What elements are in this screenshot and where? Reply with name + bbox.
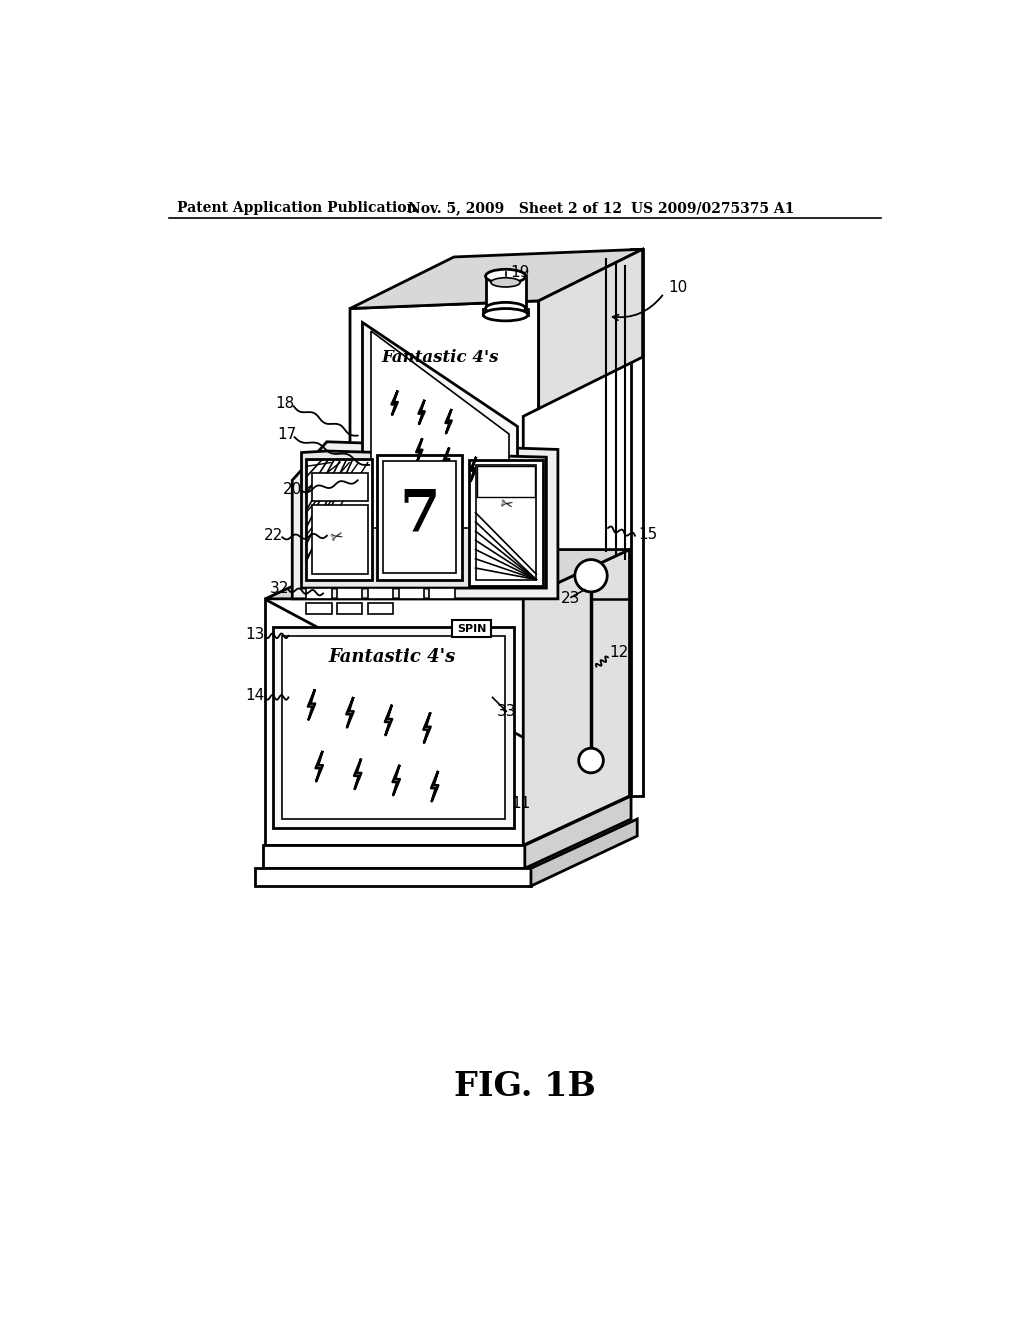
- Polygon shape: [419, 401, 425, 424]
- Polygon shape: [337, 603, 362, 614]
- Polygon shape: [311, 473, 368, 502]
- FancyArrowPatch shape: [612, 296, 663, 321]
- Text: SPIN: SPIN: [457, 624, 486, 634]
- Polygon shape: [354, 760, 361, 789]
- Polygon shape: [443, 449, 450, 471]
- Text: 17: 17: [278, 426, 297, 442]
- Polygon shape: [431, 772, 438, 801]
- Polygon shape: [337, 589, 362, 599]
- Polygon shape: [283, 636, 505, 818]
- Polygon shape: [301, 451, 547, 589]
- Text: 12: 12: [609, 645, 629, 660]
- Polygon shape: [383, 461, 456, 573]
- Circle shape: [579, 748, 603, 774]
- Polygon shape: [429, 589, 455, 599]
- Polygon shape: [265, 599, 523, 845]
- Ellipse shape: [485, 269, 525, 284]
- Polygon shape: [398, 589, 424, 599]
- Polygon shape: [350, 301, 539, 552]
- Polygon shape: [315, 752, 323, 781]
- Text: 10: 10: [668, 280, 687, 296]
- Text: US 2009/0275375 A1: US 2009/0275375 A1: [631, 202, 795, 215]
- Text: 23: 23: [561, 591, 581, 606]
- Text: Fantastic 4's: Fantastic 4's: [381, 348, 499, 366]
- Text: 15: 15: [639, 527, 658, 541]
- Polygon shape: [523, 549, 630, 845]
- Polygon shape: [350, 249, 643, 309]
- Polygon shape: [477, 466, 535, 498]
- Polygon shape: [265, 549, 630, 599]
- Text: 18: 18: [274, 396, 294, 411]
- Text: ✂: ✂: [329, 528, 345, 546]
- Polygon shape: [445, 411, 452, 433]
- Polygon shape: [423, 714, 431, 743]
- Polygon shape: [385, 706, 392, 735]
- Text: 22: 22: [263, 528, 283, 544]
- Polygon shape: [497, 467, 503, 490]
- Polygon shape: [377, 455, 462, 579]
- Text: 7: 7: [399, 486, 439, 543]
- Polygon shape: [306, 589, 332, 599]
- Polygon shape: [368, 589, 393, 599]
- Polygon shape: [308, 690, 315, 719]
- Polygon shape: [368, 603, 393, 614]
- Text: 20: 20: [283, 482, 302, 498]
- Polygon shape: [311, 506, 368, 574]
- Polygon shape: [292, 442, 558, 599]
- Polygon shape: [485, 276, 525, 309]
- Text: 32: 32: [269, 581, 289, 595]
- Polygon shape: [361, 322, 517, 537]
- Circle shape: [574, 560, 607, 591]
- Polygon shape: [306, 459, 372, 579]
- Text: 33: 33: [497, 704, 516, 719]
- Ellipse shape: [490, 277, 520, 286]
- Polygon shape: [524, 796, 631, 869]
- Polygon shape: [391, 392, 397, 414]
- Ellipse shape: [483, 309, 528, 321]
- Text: Nov. 5, 2009   Sheet 2 of 12: Nov. 5, 2009 Sheet 2 of 12: [408, 202, 622, 215]
- Text: FIG. 1B: FIG. 1B: [454, 1069, 596, 1102]
- Polygon shape: [346, 698, 353, 727]
- Text: Patent Application Publication: Patent Application Publication: [177, 202, 417, 215]
- Polygon shape: [273, 627, 514, 829]
- Text: 13: 13: [246, 627, 265, 642]
- Text: Fantastic 4's: Fantastic 4's: [329, 648, 456, 667]
- Polygon shape: [417, 440, 422, 462]
- Polygon shape: [306, 603, 332, 614]
- Polygon shape: [263, 845, 524, 869]
- Ellipse shape: [485, 302, 525, 314]
- Text: 14: 14: [246, 688, 265, 704]
- Polygon shape: [371, 331, 509, 528]
- Polygon shape: [453, 620, 490, 638]
- Polygon shape: [531, 818, 637, 886]
- Polygon shape: [631, 249, 643, 796]
- Text: 11: 11: [511, 796, 530, 812]
- Text: ✂: ✂: [498, 496, 513, 513]
- Polygon shape: [255, 869, 531, 886]
- Polygon shape: [539, 249, 643, 409]
- Polygon shape: [470, 458, 476, 480]
- Polygon shape: [392, 766, 399, 795]
- Polygon shape: [469, 461, 543, 586]
- Polygon shape: [475, 465, 537, 579]
- Text: 19: 19: [510, 265, 529, 280]
